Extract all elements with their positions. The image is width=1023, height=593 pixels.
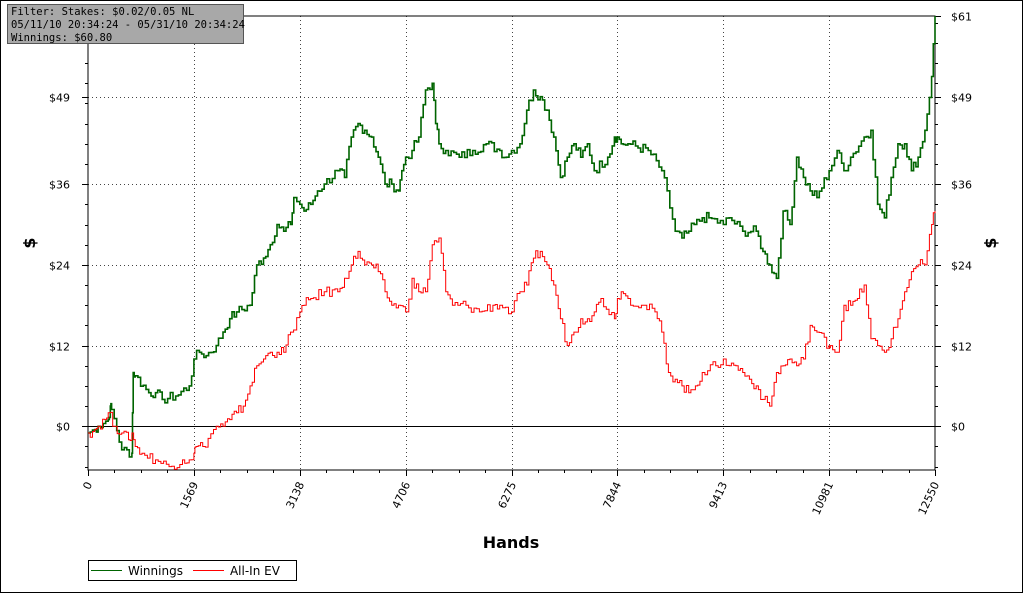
legend-label-allin-ev: All-In EV — [229, 563, 280, 578]
y-tick-label-left: $36 — [49, 179, 70, 192]
x-tick-label: 3138 — [284, 480, 308, 511]
x-tick-label: 4706 — [390, 480, 414, 511]
y-tick-label-right: $24 — [951, 260, 972, 273]
legend-swatch-winnings — [91, 570, 122, 571]
grid-layer — [88, 16, 935, 470]
y-axis-title-left: $ — [20, 237, 39, 248]
x-tick-label: 7844 — [601, 480, 625, 511]
labels-layer: $0 $0 $12 $12 $24 $24 $36 $36 $49 $49 $61 0 1569 3138… — [49, 11, 972, 517]
y-tick-label-right: $49 — [951, 92, 972, 105]
y-tick-label-right: $36 — [951, 179, 972, 192]
x-tick-label: 12550 — [916, 480, 943, 517]
legend-swatch-allin-ev — [192, 570, 224, 571]
y-tick-label-left: $12 — [49, 341, 70, 354]
y-tick-label-left: $24 — [49, 260, 70, 273]
series-line-winnings — [88, 16, 936, 458]
x-tick-label: 1569 — [178, 480, 202, 511]
x-tick-label: 0 — [80, 480, 95, 492]
y-tick-label-right: $61 — [951, 11, 972, 24]
filter-text: Filter: Stakes: $0.02/0.05 NL — [11, 6, 195, 18]
series-layer — [88, 16, 936, 470]
filter-info-box: Filter: Stakes: $0.02/0.05 NL 05/11/10 2… — [7, 4, 245, 44]
legend-item-allin-ev: All-In EV — [192, 563, 280, 578]
x-tick-label: 6275 — [496, 480, 520, 511]
date-range-text: 05/11/10 20:34:24 - 05/31/10 20:34:24 — [11, 19, 245, 31]
legend: Winnings All-In EV — [88, 560, 297, 581]
y-tick-label-right: $12 — [951, 341, 972, 354]
y-tick-label-left: $0 — [56, 421, 70, 434]
y-tick-label-left: $49 — [49, 92, 70, 105]
series-line-all-in-ev — [88, 211, 936, 470]
axes-layer — [82, 15, 941, 476]
y-tick-label-right: $0 — [951, 421, 965, 434]
legend-label-winnings: Winnings — [128, 563, 183, 578]
plot-border — [87, 15, 936, 471]
legend-item-winnings: Winnings — [91, 564, 183, 578]
winnings-text: Winnings: $60.80 — [11, 32, 113, 44]
x-axis-title: Hands — [483, 533, 540, 552]
x-tick-label: 9413 — [707, 480, 731, 511]
x-tick-label: 10981 — [810, 480, 837, 517]
y-axis-title-right: $ — [981, 237, 1000, 248]
